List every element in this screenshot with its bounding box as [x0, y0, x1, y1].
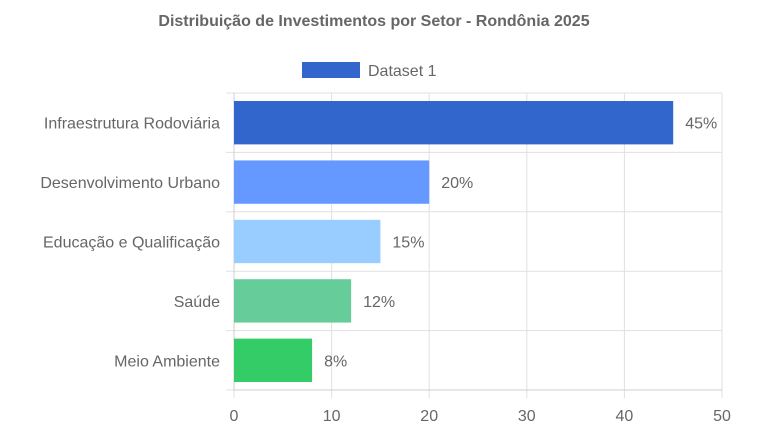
bar[interactable] — [234, 101, 674, 145]
legend-swatch — [302, 62, 360, 78]
bar[interactable] — [234, 219, 381, 264]
bar[interactable] — [234, 160, 430, 204]
data-label: 45% — [685, 116, 717, 133]
bars — [234, 101, 674, 382]
legend-label: Dataset 1 — [368, 63, 437, 80]
legend[interactable]: Dataset 1 — [302, 62, 437, 80]
x-tick-label: 20 — [420, 408, 438, 425]
labels: 0 10 20 30 40 50 Infraestrutura Rodoviária 45% D… — [40, 116, 731, 425]
x-tick-label: 40 — [616, 408, 634, 425]
data-label: 15% — [392, 235, 424, 252]
data-label: 20% — [441, 175, 473, 192]
x-tick-label: 0 — [230, 408, 239, 425]
category-label: Meio Ambiente — [114, 353, 220, 370]
chart-title: Distribuição de Investimentos por Setor … — [158, 13, 589, 30]
category-label: Saúde — [174, 294, 220, 311]
category-label: Desenvolvimento Urbano — [40, 175, 220, 192]
category-label: Infraestrutura Rodoviária — [44, 116, 220, 133]
data-label: 8% — [324, 353, 347, 370]
x-tick-label: 50 — [713, 408, 731, 425]
category-label: Educação e Qualificação — [43, 235, 220, 252]
x-tick-label: 10 — [323, 408, 341, 425]
x-tick-label: 30 — [518, 408, 536, 425]
bar[interactable] — [234, 279, 352, 323]
data-label: 12% — [363, 294, 395, 311]
bar[interactable] — [234, 338, 313, 382]
